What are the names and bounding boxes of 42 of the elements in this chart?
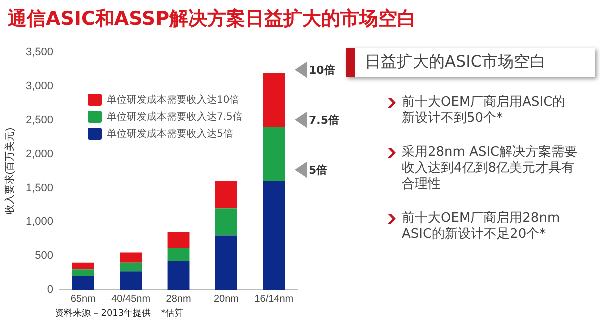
- bar: [215, 181, 238, 209]
- text: 5倍: [309, 162, 328, 178]
- y-tick-label: 2,000: [26, 148, 54, 160]
- y-tick-label: 2,500: [26, 114, 54, 126]
- bar: [168, 232, 190, 248]
- text: 7.5倍: [309, 112, 340, 128]
- bar: [263, 72, 286, 128]
- y-tick-label: 3,000: [26, 80, 54, 93]
- x-tick-label: 65nm: [70, 294, 96, 305]
- text: 前十大OEM厂商启用ASIC的新设计不到50个*: [402, 95, 567, 127]
- text: 10倍: [309, 62, 336, 78]
- y-tick-label: 500: [35, 250, 54, 262]
- bar: [215, 208, 238, 236]
- y-tick-label: 3,500: [26, 46, 54, 59]
- bar: [215, 236, 238, 290]
- y-axis-title: 收入要求(百万美元): [4, 128, 16, 215]
- x-tick-label: 28nm: [166, 294, 192, 305]
- x-tick-label: 20nm: [214, 294, 239, 305]
- bar: [120, 262, 142, 272]
- bar: [168, 262, 190, 290]
- x-tick-label: 40/45nm: [112, 294, 151, 305]
- legend-label: 单位研发成本需要收入达5倍: [107, 128, 234, 140]
- y-tick-label: 1,000: [26, 216, 54, 228]
- text: 采用28nm ASIC解决方案需要收入达到4亿到8亿美元才具有合理性: [402, 145, 578, 193]
- bar: [120, 272, 142, 290]
- chart-title: 通信ASIC和ASSP解决方案日益扩大的市场空白: [8, 7, 417, 32]
- bar: [72, 276, 94, 290]
- bar: [263, 127, 286, 182]
- bar: [263, 181, 286, 290]
- y-tick-label: 0: [47, 284, 54, 296]
- text: *估算: [161, 309, 184, 319]
- bar: [168, 248, 190, 262]
- text: 前十大OEM厂商启用28nm ASIC的新设计不足20个*: [402, 211, 562, 243]
- text: 日益扩大的ASIC市场空白: [346, 48, 595, 77]
- text: 资料来源 – 2013年提供: [55, 309, 152, 319]
- y-tick-label: 1,500: [26, 182, 54, 194]
- legend-label: 单位研发成本需要收入达10倍: [107, 94, 240, 106]
- x-tick-label: 16/14nm: [254, 294, 294, 305]
- bar: [72, 262, 94, 270]
- bar: [72, 270, 94, 276]
- legend-label: 单位研发成本需要收入达7.5倍: [107, 110, 243, 124]
- bar: [120, 252, 142, 263]
